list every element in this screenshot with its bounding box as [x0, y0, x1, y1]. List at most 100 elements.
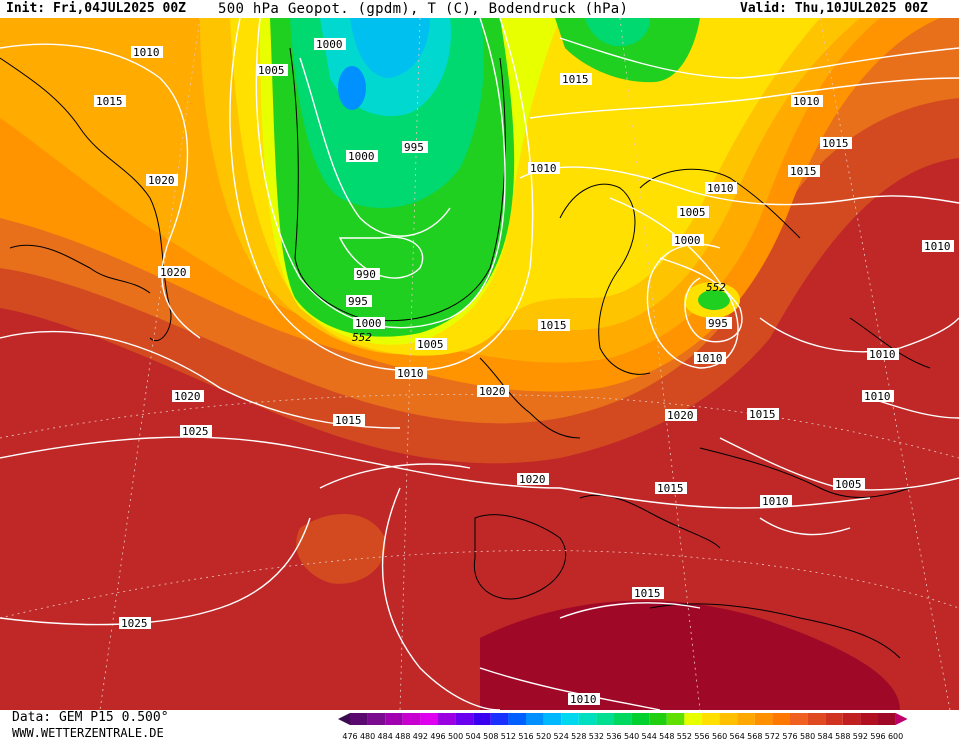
legend-tick-label: 544: [642, 732, 657, 741]
legend-swatch: [860, 713, 878, 725]
legend-tick-label: 520: [536, 732, 551, 741]
isobar-label: 1015: [560, 73, 592, 86]
map-footer: Data: GEM P15 0.500° WWW.WETTERZENTRALE.…: [0, 710, 959, 741]
legend-tick-label: 556: [694, 732, 709, 741]
svg-text:1020: 1020: [519, 473, 546, 486]
legend-tick-label: 552: [677, 732, 692, 741]
legend-swatch: [825, 713, 843, 725]
legend-swatch: [878, 713, 896, 725]
svg-text:1010: 1010: [924, 240, 951, 253]
svg-text:1020: 1020: [479, 385, 506, 398]
svg-text:1005: 1005: [679, 206, 706, 219]
svg-text:1010: 1010: [762, 495, 789, 508]
legend-swatch: [666, 713, 685, 725]
svg-text:1015: 1015: [822, 137, 849, 150]
svg-text:1015: 1015: [634, 587, 661, 600]
legend-swatch: [455, 713, 474, 725]
map-canvas: 1010 1005 1015 1000 995 1020 1000 990 99…: [0, 17, 959, 711]
svg-text:1010: 1010: [707, 182, 734, 195]
legend-tick-label: 532: [589, 732, 604, 741]
weather-map: 1010 1005 1015 1000 995 1020 1000 990 99…: [0, 17, 959, 711]
isobar-label: 1010: [862, 390, 894, 403]
isobar-label: 1010: [705, 182, 737, 195]
svg-text:1015: 1015: [562, 73, 589, 86]
legend-tick-label: 512: [501, 732, 516, 741]
isobar-label: 1015: [788, 165, 820, 178]
pressure-labels: 1010 1005 1015 1000 995 1020 1000 990 99…: [94, 38, 954, 706]
svg-text:1025: 1025: [121, 617, 148, 630]
graticule: [0, 17, 959, 711]
legend-swatch: [578, 713, 597, 725]
legend-swatch: [473, 713, 491, 725]
isobar-label: 1015: [747, 408, 779, 421]
svg-text:995: 995: [404, 141, 424, 154]
legend-swatch: [561, 713, 579, 725]
legend-tick-label: 580: [800, 732, 815, 741]
legend-tick-label: 516: [518, 732, 533, 741]
legend-tick-label: 576: [782, 732, 797, 741]
svg-text:1005: 1005: [835, 478, 862, 491]
legend-tick-label: 504: [466, 732, 481, 741]
legend-tick-label: 596: [870, 732, 885, 741]
isobar-label: 1020: [665, 409, 697, 422]
svg-text:1015: 1015: [790, 165, 817, 178]
isobar-label: 1020: [146, 174, 178, 187]
legend-tick-label: 560: [712, 732, 727, 741]
svg-text:1015: 1015: [335, 414, 362, 427]
isobar-label: 1025: [180, 425, 212, 438]
legend-swatch: [754, 713, 773, 725]
svg-text:995: 995: [708, 317, 728, 330]
isobar-label: 1010: [791, 95, 823, 108]
isobar-label: 1010: [528, 162, 560, 175]
geopotential-fill: [0, 18, 959, 710]
legend-swatch: [737, 713, 755, 725]
svg-text:1010: 1010: [397, 367, 424, 380]
isobar-label: 1015: [333, 414, 365, 427]
legend-swatch: [402, 713, 421, 725]
isobar-label: 1010: [131, 46, 163, 59]
svg-text:1005: 1005: [417, 338, 444, 351]
svg-text:1010: 1010: [864, 390, 891, 403]
svg-text:1015: 1015: [749, 408, 776, 421]
isobar-label: 995: [346, 295, 372, 308]
isobar-label: 1010: [867, 348, 899, 361]
isobar-label: 1010: [694, 352, 726, 365]
isobar-label: 1010: [922, 240, 954, 253]
legend-tick-label: 492: [413, 732, 428, 741]
isobar-label: 1015: [655, 482, 687, 495]
legend-swatch: [790, 713, 808, 725]
isobar-label: 1000: [672, 234, 704, 247]
source-url: WWW.WETTERZENTRALE.DE: [12, 726, 164, 740]
svg-text:1020: 1020: [667, 409, 694, 422]
legend-swatch: [719, 713, 738, 725]
isobar-label: 1010: [760, 495, 792, 508]
svg-text:1015: 1015: [540, 319, 567, 332]
color-legend: 476 480 484 488 492 496 500 504 508 512 516 520 524 5…: [338, 713, 908, 741]
isobar-label: 1000: [353, 317, 385, 330]
svg-text:1000: 1000: [355, 317, 382, 330]
legend-arrow-right: [895, 713, 908, 725]
legend-swatch: [420, 713, 438, 725]
svg-text:1010: 1010: [133, 46, 160, 59]
svg-text:1010: 1010: [696, 352, 723, 365]
legend-tick-label: 588: [835, 732, 850, 741]
isobar-label: 1000: [314, 38, 346, 51]
legend-tick-label: 508: [483, 732, 498, 741]
legend-swatch: [702, 713, 720, 725]
isobar-label: 1015: [538, 319, 570, 332]
legend-tick-label: 524: [554, 732, 569, 741]
isobar-label: 1010: [395, 367, 427, 380]
geopotential-label: 552: [706, 281, 726, 294]
legend-arrow-left: [338, 713, 350, 725]
svg-text:1010: 1010: [530, 162, 557, 175]
legend-tick-label: 488: [395, 732, 410, 741]
geopotential-label: 552: [352, 331, 372, 344]
legend-swatch: [649, 713, 667, 725]
isobar-label: 1015: [632, 587, 664, 600]
init-time: Init: Fri,04JUL2025 00Z: [6, 1, 187, 16]
svg-text:1000: 1000: [674, 234, 701, 247]
svg-text:1015: 1015: [96, 95, 123, 108]
isobar-label: 990: [354, 268, 380, 281]
legend-tick-label: 548: [659, 732, 674, 741]
svg-text:1020: 1020: [174, 390, 201, 403]
